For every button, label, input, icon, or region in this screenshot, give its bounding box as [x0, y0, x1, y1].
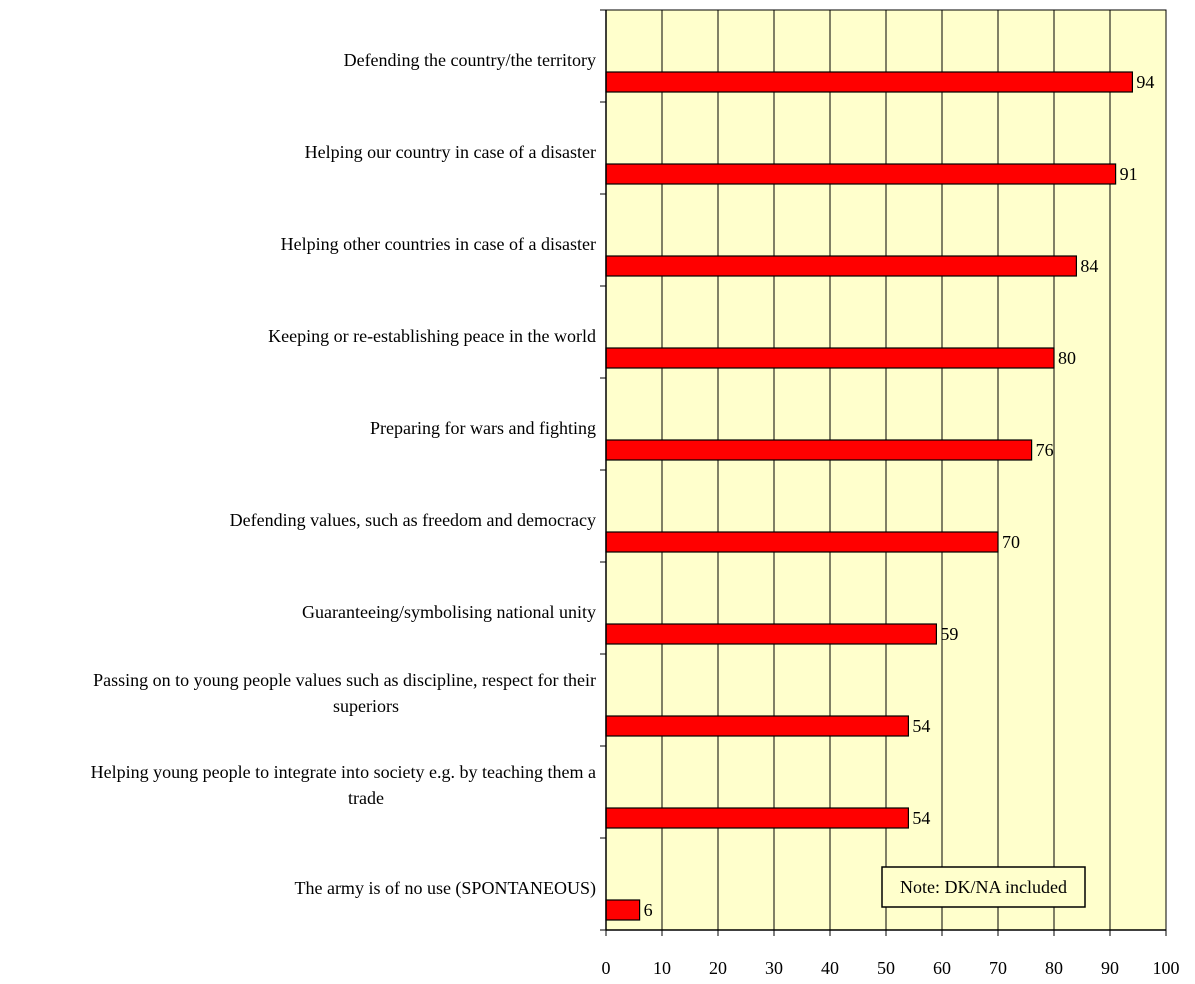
value-label-8: 54: [912, 716, 930, 736]
x-tick-labels: 0 10 20 30 40 50 60 70 80 90 100: [602, 958, 1180, 978]
category-label-9: Helping young people to integrate into s…: [91, 762, 596, 808]
category-label-line: trade: [348, 788, 384, 808]
value-label-9: 54: [912, 808, 930, 828]
note-text: Note: DK/NA included: [900, 877, 1067, 897]
bar-2: [605, 163, 1117, 185]
bar-8: [605, 715, 909, 737]
note-border: [881, 866, 1086, 908]
bar-3: [605, 255, 1077, 277]
bar-5: [605, 439, 1033, 461]
bar-7: [605, 623, 937, 645]
category-label-line: Passing on to young people values such a…: [93, 670, 596, 690]
x-tick-label-20: 20: [709, 958, 727, 978]
axes: [600, 9, 1167, 936]
value-label-5: 76: [1036, 440, 1054, 460]
category-label-line: superiors: [333, 696, 399, 716]
grid-lines: [661, 10, 1167, 930]
category-label-6: Defending values, such as freedom and de…: [230, 510, 596, 530]
category-label-8: Passing on to young people values such a…: [93, 670, 596, 716]
bar-1: [605, 71, 1134, 93]
bar-6: [605, 531, 999, 553]
x-tick-label-30: 30: [765, 958, 783, 978]
x-tick-label-40: 40: [821, 958, 839, 978]
x-tick-label-0: 0: [602, 958, 611, 978]
note-box: Note: DK/NA included: [881, 866, 1086, 908]
category-labels: Defending the country/the territory Helpi…: [91, 50, 596, 899]
value-label-6: 70: [1002, 532, 1020, 552]
value-label-4: 80: [1058, 348, 1076, 368]
value-label-2: 91: [1120, 164, 1138, 184]
value-label-1: 94: [1136, 72, 1154, 92]
value-label-10: 6: [644, 900, 653, 920]
category-label-2: Helping our country in case of a disaste…: [305, 142, 596, 162]
value-label-7: 59: [940, 624, 958, 644]
bars: 94 91 84 80 76 70 59 54 54 6: [605, 71, 1154, 921]
x-tick-label-50: 50: [877, 958, 895, 978]
category-label-line: Helping young people to integrate into s…: [91, 762, 596, 782]
category-label-7: Guaranteeing/symbolising national unity: [302, 602, 596, 622]
category-label-10: The army is of no use (SPONTANEOUS): [294, 878, 596, 899]
x-tick-label-80: 80: [1045, 958, 1063, 978]
category-label-5: Preparing for wars and fighting: [370, 418, 596, 438]
x-tick-label-70: 70: [989, 958, 1007, 978]
value-label-3: 84: [1080, 256, 1098, 276]
x-tick-label-90: 90: [1101, 958, 1119, 978]
category-label-3: Helping other countries in case of a dis…: [281, 234, 596, 254]
category-label-1: Defending the country/the territory: [344, 50, 596, 70]
x-tick-label-10: 10: [653, 958, 671, 978]
x-tick-label-60: 60: [933, 958, 951, 978]
bar-9: [605, 807, 909, 829]
x-tick-label-100: 100: [1153, 958, 1180, 978]
category-label-4: Keeping or re-establishing peace in the …: [268, 326, 596, 346]
bar-4: [605, 347, 1055, 369]
bar-10: [605, 899, 641, 921]
